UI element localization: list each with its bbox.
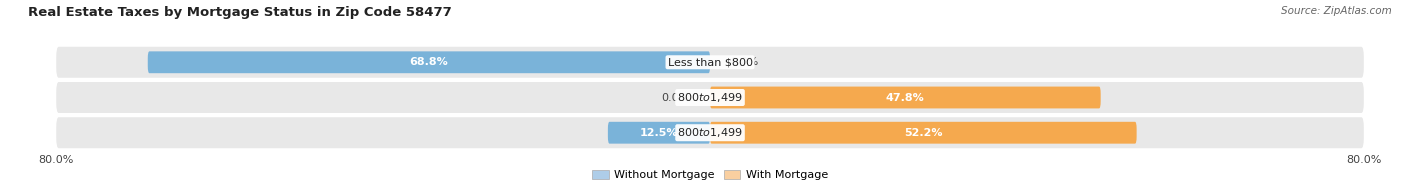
- Text: 0.0%: 0.0%: [661, 92, 689, 103]
- FancyBboxPatch shape: [710, 87, 1101, 108]
- Text: 47.8%: 47.8%: [886, 92, 925, 103]
- FancyBboxPatch shape: [56, 47, 1364, 78]
- FancyBboxPatch shape: [148, 51, 710, 73]
- FancyBboxPatch shape: [56, 82, 1364, 113]
- Text: $800 to $1,499: $800 to $1,499: [678, 126, 742, 139]
- Legend: Without Mortgage, With Mortgage: Without Mortgage, With Mortgage: [588, 165, 832, 185]
- FancyBboxPatch shape: [710, 122, 1136, 144]
- Text: 12.5%: 12.5%: [640, 128, 678, 138]
- FancyBboxPatch shape: [56, 117, 1364, 148]
- FancyBboxPatch shape: [607, 122, 710, 144]
- Text: 0.0%: 0.0%: [731, 57, 759, 67]
- Text: 52.2%: 52.2%: [904, 128, 942, 138]
- Text: $800 to $1,499: $800 to $1,499: [678, 91, 742, 104]
- Text: Source: ZipAtlas.com: Source: ZipAtlas.com: [1281, 6, 1392, 16]
- Text: Less than $800: Less than $800: [668, 57, 752, 67]
- Text: Real Estate Taxes by Mortgage Status in Zip Code 58477: Real Estate Taxes by Mortgage Status in …: [28, 6, 451, 19]
- Text: 68.8%: 68.8%: [409, 57, 449, 67]
